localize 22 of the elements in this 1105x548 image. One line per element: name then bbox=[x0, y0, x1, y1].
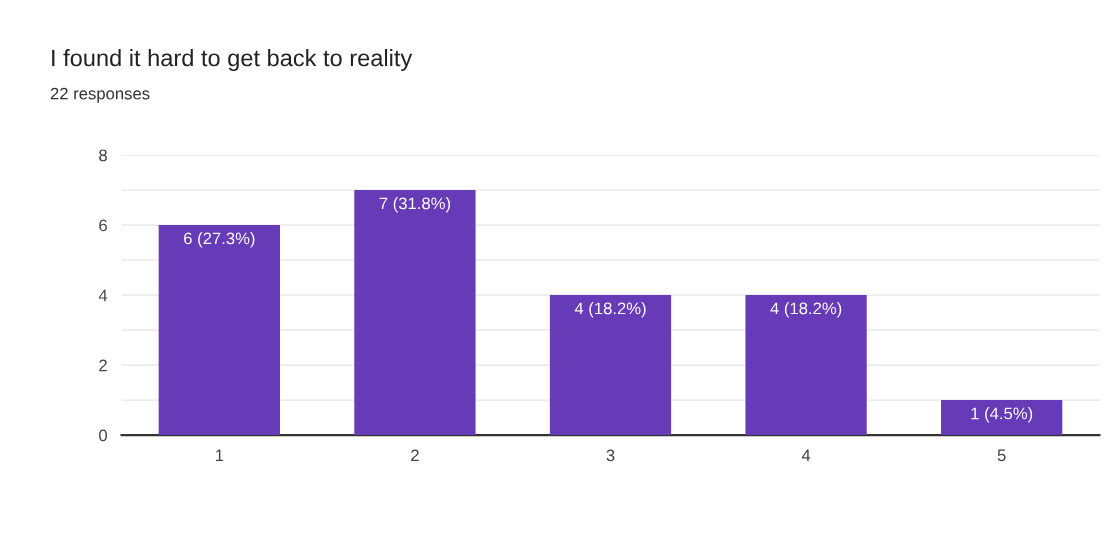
data-label: 6 (27.3%) bbox=[184, 232, 255, 248]
y-tick-label: 4 bbox=[98, 289, 108, 302]
data-label: 1 (4.5%) bbox=[971, 407, 1033, 423]
bar bbox=[941, 400, 1063, 436]
y-tick-label: 2 bbox=[99, 359, 107, 372]
x-tick-label: 3 bbox=[606, 449, 615, 462]
y-tick-label: 8 bbox=[99, 149, 107, 162]
bar bbox=[158, 225, 280, 436]
y-tick-label: 6 bbox=[99, 219, 107, 232]
data-label: 4 (18.2%) bbox=[574, 302, 646, 318]
bar bbox=[745, 295, 867, 436]
x-tick-label: 4 bbox=[801, 449, 811, 462]
bar bbox=[354, 190, 476, 436]
data-label: 7 (31.8%) bbox=[379, 197, 451, 213]
y-tick-label: 0 bbox=[99, 429, 108, 442]
x-tick-label: 5 bbox=[997, 449, 1006, 462]
bar bbox=[549, 295, 672, 436]
chart-title: I found it hard to get back to reality bbox=[52, 49, 413, 71]
chart-subtitle: 22 responses bbox=[50, 87, 150, 103]
x-tick-label: 2 bbox=[411, 449, 419, 462]
x-tick-label: 1 bbox=[215, 449, 224, 462]
data-label: 4 (18.2%) bbox=[770, 302, 842, 318]
